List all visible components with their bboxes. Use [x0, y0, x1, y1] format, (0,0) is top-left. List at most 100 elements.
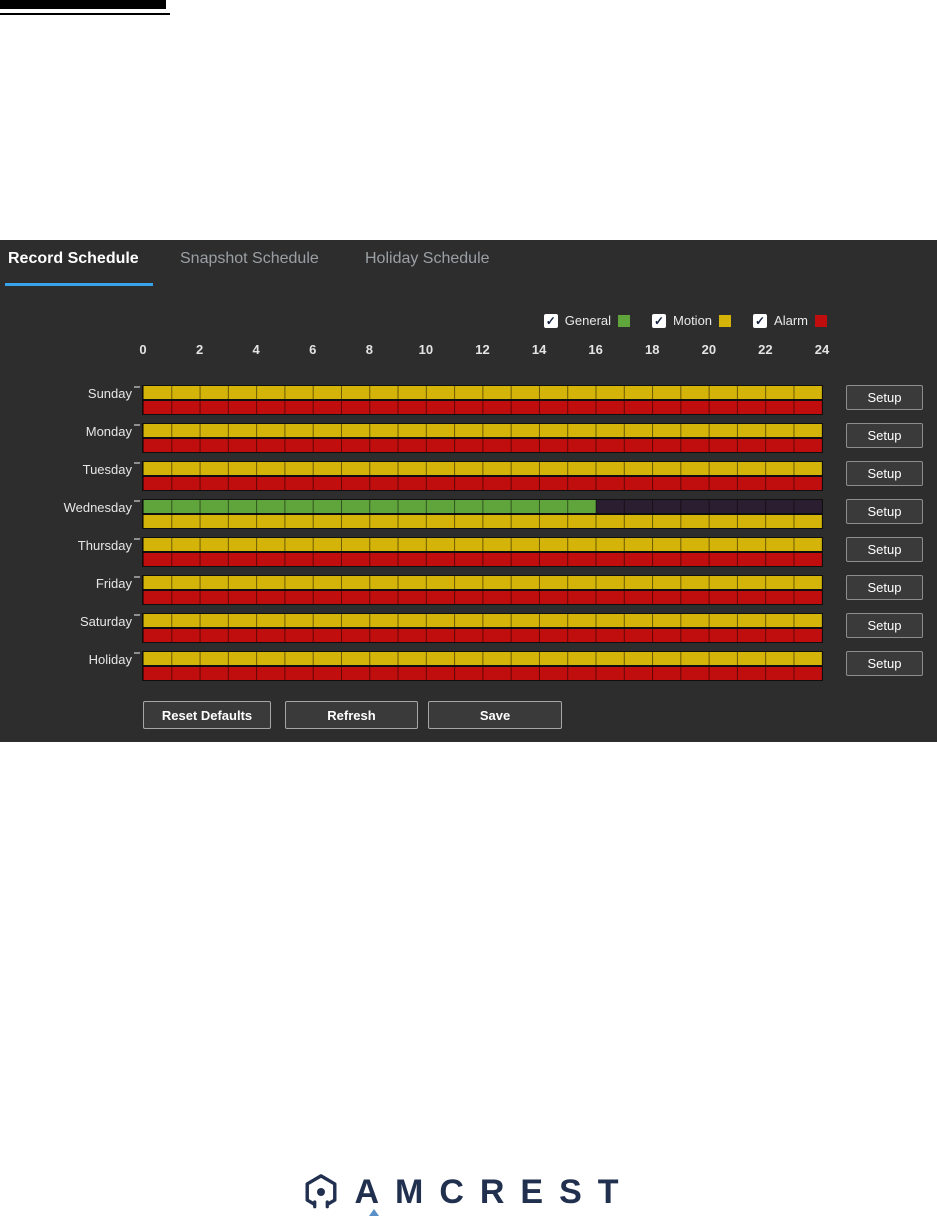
alarm-checkbox[interactable]: ✓ — [753, 313, 768, 328]
none-segment — [595, 500, 822, 513]
bottom-bar — [143, 477, 822, 490]
bottom-bar — [143, 667, 822, 680]
refresh-button[interactable]: Refresh — [285, 701, 418, 729]
row-tick — [134, 576, 140, 578]
schedule-bars-monday[interactable] — [143, 424, 822, 452]
top-bar — [143, 462, 822, 475]
schedule-bars-tuesday[interactable] — [143, 462, 822, 490]
brand-a-triangle — [369, 1209, 379, 1216]
bottom-bar — [143, 515, 822, 528]
schedule-bars-sunday[interactable] — [143, 386, 822, 414]
schedule-panel: Record Schedule Snapshot Schedule Holiday … — [0, 240, 937, 742]
row-tick — [134, 462, 140, 464]
setup-button-thursday[interactable]: Setup — [846, 537, 923, 562]
alarm-color-swatch — [815, 314, 827, 327]
schedule-row-holiday: Holiday Setup — [0, 651, 937, 680]
top-bar — [143, 386, 822, 399]
motion-segment — [143, 462, 822, 475]
alarm-segment — [143, 439, 822, 452]
motion-segment — [143, 614, 822, 627]
day-label-tuesday: Tuesday — [82, 462, 132, 477]
schedule-bars-thursday[interactable] — [143, 538, 822, 566]
motion-segment — [143, 515, 822, 528]
row-tick — [134, 500, 140, 502]
setup-button-holiday[interactable]: Setup — [846, 651, 923, 676]
legend-item-alarm: ✓ Alarm — [753, 313, 827, 328]
alarm-segment — [143, 553, 822, 566]
setup-button-sunday[interactable]: Setup — [846, 385, 923, 410]
bottom-bar — [143, 553, 822, 566]
setup-button-friday[interactable]: Setup — [846, 575, 923, 600]
general-segment — [143, 500, 596, 513]
legend-item-motion: ✓ Motion — [652, 313, 732, 328]
general-checkbox[interactable]: ✓ — [543, 313, 558, 328]
legend-label-alarm: Alarm — [774, 313, 808, 328]
general-color-swatch — [618, 314, 631, 327]
alarm-segment — [143, 401, 822, 414]
schedule-bars-holiday[interactable] — [143, 652, 822, 680]
motion-segment — [143, 538, 822, 551]
schedule-bars-wednesday[interactable] — [143, 500, 822, 528]
brand-wordmark: AMCREST — [354, 1173, 635, 1211]
day-label-holiday: Holiday — [88, 652, 132, 667]
motion-segment — [143, 576, 822, 589]
day-label-friday: Friday — [95, 576, 132, 591]
reset-defaults-button[interactable]: Reset Defaults — [143, 701, 271, 729]
legend-label-motion: Motion — [673, 313, 713, 328]
schedule-row-saturday: Saturday Setup — [0, 613, 937, 642]
setup-button-saturday[interactable]: Setup — [846, 613, 923, 638]
row-tick — [134, 424, 140, 426]
top-bar — [143, 614, 822, 627]
motion-color-swatch — [719, 314, 732, 327]
top-bar — [143, 538, 822, 551]
motion-segment — [143, 386, 822, 399]
schedule-row-monday: Monday Setup — [0, 423, 937, 452]
row-tick — [134, 386, 140, 388]
schedule-row-thursday: Thursday Setup — [0, 537, 937, 566]
amcrest-hexagon-icon — [305, 1174, 337, 1211]
setup-button-wednesday[interactable]: Setup — [846, 499, 923, 524]
setup-button-monday[interactable]: Setup — [846, 423, 923, 448]
day-label-wednesday: Wednesday — [63, 500, 132, 515]
tab-record-schedule[interactable]: Record Schedule — [5, 250, 153, 286]
day-label-saturday: Saturday — [79, 614, 132, 629]
day-label-thursday: Thursday — [77, 538, 132, 553]
schedule-chart: Sunday Setup Monday Setup Tuesday Setup Wednes… — [0, 240, 937, 742]
top-bar — [143, 424, 822, 437]
schedule-row-friday: Friday Setup — [0, 575, 937, 604]
top-bar — [143, 652, 822, 665]
alarm-segment — [143, 629, 822, 642]
row-tick — [134, 538, 140, 540]
row-tick — [134, 652, 140, 654]
schedule-bars-saturday[interactable] — [143, 614, 822, 642]
motion-segment — [143, 652, 822, 665]
redacted-heading — [0, 0, 166, 9]
bottom-bar — [143, 629, 822, 642]
schedule-bars-friday[interactable] — [143, 576, 822, 604]
tab-holiday-schedule[interactable]: Holiday Schedule — [365, 250, 490, 267]
schedule-row-wednesday: Wednesday Setup — [0, 499, 937, 528]
day-label-monday: Monday — [85, 424, 132, 439]
legend-label-general: General — [564, 313, 612, 328]
legend-item-general: ✓ General — [543, 313, 631, 328]
tab-bar: Record Schedule Snapshot Schedule Holiday … — [0, 240, 937, 288]
motion-checkbox[interactable]: ✓ — [652, 313, 667, 328]
top-bar — [143, 500, 822, 513]
redacted-heading-underline — [0, 13, 170, 15]
legend: ✓ General ✓ Motion ✓ Alarm — [543, 313, 827, 328]
bottom-bar — [143, 591, 822, 604]
motion-segment — [143, 424, 822, 437]
bottom-bar — [143, 439, 822, 452]
alarm-segment — [143, 591, 822, 604]
schedule-row-tuesday: Tuesday Setup — [0, 461, 937, 490]
top-bar — [143, 576, 822, 589]
setup-button-tuesday[interactable]: Setup — [846, 461, 923, 486]
alarm-segment — [143, 667, 822, 680]
alarm-segment — [143, 477, 822, 490]
save-button[interactable]: Save — [428, 701, 562, 729]
bottom-bar — [143, 401, 822, 414]
tab-snapshot-schedule[interactable]: Snapshot Schedule — [180, 250, 319, 267]
schedule-row-sunday: Sunday Setup — [0, 385, 937, 414]
day-label-sunday: Sunday — [87, 386, 132, 401]
